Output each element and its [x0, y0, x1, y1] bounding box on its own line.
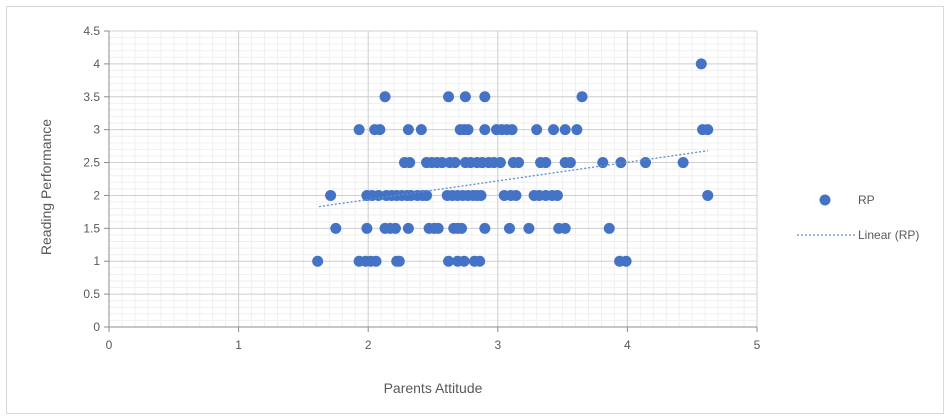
data-point	[443, 91, 455, 103]
y-tick-label: 2.5	[83, 156, 100, 170]
data-point	[479, 222, 491, 234]
data-point	[436, 157, 448, 169]
data-point	[677, 157, 689, 169]
data-point	[330, 222, 342, 234]
data-point	[415, 124, 427, 136]
data-point	[571, 124, 583, 136]
x-tick-label: 4	[624, 338, 631, 352]
data-point	[459, 91, 471, 103]
x-tick-label: 1	[235, 338, 242, 352]
data-point	[325, 189, 337, 201]
legend-label-rp: RP	[858, 193, 875, 207]
data-point	[695, 58, 707, 70]
y-tick-label: 2	[93, 188, 100, 202]
x-tick-label: 5	[754, 338, 761, 352]
data-point	[559, 124, 571, 136]
data-point	[620, 255, 632, 267]
y-tick-label: 1.5	[83, 221, 100, 235]
data-point	[361, 222, 373, 234]
trendline-linear-rp	[318, 150, 708, 208]
data-point	[551, 189, 563, 201]
data-point	[540, 157, 552, 169]
data-point	[513, 157, 525, 169]
data-point	[564, 157, 576, 169]
data-point	[597, 157, 609, 169]
y-tick-label: 3	[93, 123, 100, 137]
x-axis-title: Parents Attitude	[384, 380, 483, 396]
y-axis-tick-labels: 0 0.5 1 1.5 2 2.5 3 3.5 4 4.5	[83, 24, 109, 334]
data-point	[462, 124, 474, 136]
chart-area: 0 1 2 3 4 5 0 0.5 1 1.5 2 2.5 3 3.5 4 4.5 Parents Atti…	[6, 6, 944, 414]
legend-label-linear-rp: Linear (RP)	[858, 228, 919, 242]
data-point	[443, 255, 455, 267]
data-point	[603, 222, 615, 234]
data-point	[402, 222, 414, 234]
x-tick-label: 0	[106, 338, 113, 352]
y-tick-label: 0	[93, 320, 100, 334]
data-point	[353, 124, 365, 136]
scatter-chart: 0 1 2 3 4 5 0 0.5 1 1.5 2 2.5 3 3.5 4 4.5 Parents Atti…	[38, 24, 919, 396]
data-point	[702, 189, 714, 201]
y-tick-label: 3.5	[83, 90, 100, 104]
data-point	[449, 157, 461, 169]
data-point	[379, 91, 391, 103]
data-point	[421, 189, 433, 201]
minor-gridlines	[108, 30, 758, 328]
x-axis-tick-labels: 0 1 2 3 4 5	[106, 327, 761, 352]
x-tick-label: 2	[365, 338, 372, 352]
data-point	[523, 222, 535, 234]
data-point	[370, 255, 382, 267]
data-point	[506, 124, 518, 136]
data-points	[312, 58, 714, 267]
data-point	[458, 255, 470, 267]
data-point	[576, 91, 588, 103]
data-point	[312, 255, 324, 267]
data-point	[402, 124, 414, 136]
data-point	[374, 124, 386, 136]
legend-marker-rp	[819, 194, 831, 206]
data-point	[456, 222, 468, 234]
data-point	[510, 189, 522, 201]
data-point	[474, 255, 486, 267]
trendline	[318, 150, 708, 208]
legend: RP Linear (RP)	[797, 193, 919, 242]
data-point	[479, 124, 491, 136]
x-tick-label: 3	[494, 338, 501, 352]
y-tick-label: 4.5	[83, 24, 100, 38]
data-point	[389, 222, 401, 234]
data-point	[559, 222, 571, 234]
data-point	[479, 91, 491, 103]
data-point	[531, 124, 543, 136]
data-point	[494, 157, 506, 169]
data-point	[702, 124, 714, 136]
data-point	[503, 222, 515, 234]
data-point	[404, 157, 416, 169]
data-point	[393, 255, 405, 267]
y-tick-label: 4	[93, 57, 100, 71]
data-point	[432, 222, 444, 234]
axes	[108, 31, 757, 328]
y-tick-label: 0.5	[83, 287, 100, 301]
y-axis-title: Reading Performance	[38, 119, 54, 255]
data-point	[475, 189, 487, 201]
data-point	[548, 124, 560, 136]
y-tick-label: 1	[93, 254, 100, 268]
